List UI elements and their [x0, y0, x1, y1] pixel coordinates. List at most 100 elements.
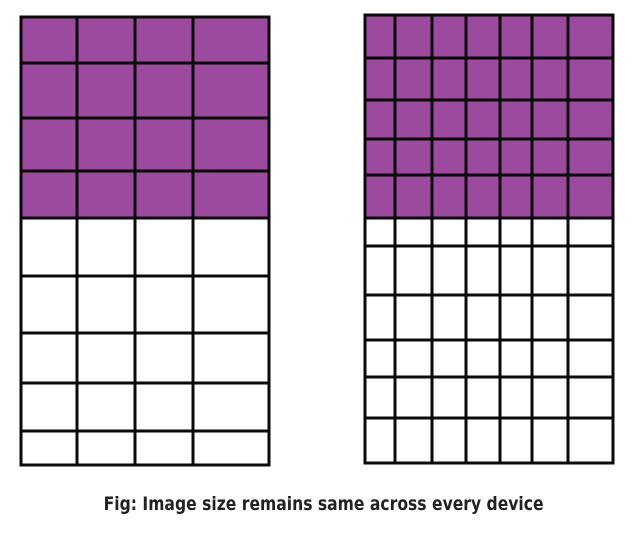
- empty-pixel: [498, 244, 534, 297]
- empty-pixel: [75, 216, 137, 278]
- filled-pixel: [566, 13, 615, 60]
- filled-pixel: [498, 173, 534, 220]
- empty-pixel: [191, 331, 271, 385]
- filled-pixel: [530, 56, 570, 102]
- empty-pixel: [498, 216, 534, 248]
- filled-pixel: [133, 15, 195, 65]
- filled-pixel: [464, 98, 502, 141]
- filled-pixel: [191, 169, 271, 220]
- filled-pixel: [498, 56, 534, 102]
- empty-pixel: [363, 416, 397, 465]
- filled-pixel: [498, 137, 534, 177]
- empty-pixel: [75, 274, 137, 335]
- filled-pixel: [498, 98, 534, 141]
- empty-pixel: [19, 429, 79, 467]
- grid-high-density: [363, 13, 615, 465]
- filled-pixel: [566, 137, 615, 177]
- empty-pixel: [530, 416, 570, 465]
- filled-pixel: [430, 98, 468, 141]
- filled-pixel: [19, 15, 79, 65]
- empty-pixel: [498, 338, 534, 379]
- filled-pixel: [363, 56, 397, 102]
- filled-pixel: [566, 173, 615, 220]
- empty-pixel: [498, 416, 534, 465]
- empty-pixel: [430, 216, 468, 248]
- empty-pixel: [430, 375, 468, 420]
- empty-pixel: [363, 293, 397, 342]
- empty-pixel: [566, 216, 615, 248]
- empty-pixel: [464, 416, 502, 465]
- filled-pixel: [393, 56, 434, 102]
- filled-pixel: [566, 98, 615, 141]
- filled-pixel: [530, 13, 570, 60]
- filled-pixel: [393, 173, 434, 220]
- filled-pixel: [75, 116, 137, 173]
- empty-pixel: [393, 338, 434, 379]
- empty-pixel: [191, 429, 271, 467]
- filled-pixel: [566, 56, 615, 102]
- filled-pixel: [498, 13, 534, 60]
- empty-pixel: [530, 244, 570, 297]
- empty-pixel: [498, 375, 534, 420]
- filled-pixel: [191, 116, 271, 173]
- empty-pixel: [363, 216, 397, 248]
- filled-pixel: [530, 137, 570, 177]
- filled-pixel: [191, 15, 271, 65]
- empty-pixel: [464, 216, 502, 248]
- empty-pixel: [363, 375, 397, 420]
- empty-pixel: [430, 338, 468, 379]
- empty-pixel: [191, 381, 271, 433]
- empty-pixel: [393, 293, 434, 342]
- filled-pixel: [133, 61, 195, 120]
- filled-pixel: [19, 169, 79, 220]
- empty-pixel: [133, 216, 195, 278]
- empty-pixel: [19, 331, 79, 385]
- empty-pixel: [75, 331, 137, 385]
- empty-pixel: [530, 293, 570, 342]
- filled-pixel: [464, 13, 502, 60]
- empty-pixel: [363, 338, 397, 379]
- empty-pixel: [530, 216, 570, 248]
- empty-pixel: [530, 375, 570, 420]
- empty-pixel: [464, 375, 502, 420]
- filled-pixel: [393, 137, 434, 177]
- empty-pixel: [133, 381, 195, 433]
- filled-pixel: [393, 13, 434, 60]
- grid-low-density: [19, 15, 271, 467]
- filled-pixel: [430, 137, 468, 177]
- empty-pixel: [19, 274, 79, 335]
- empty-pixel: [393, 216, 434, 248]
- figure-caption: Fig: Image size remains same across ever…: [103, 493, 544, 515]
- empty-pixel: [530, 338, 570, 379]
- filled-pixel: [191, 61, 271, 120]
- filled-pixel: [75, 169, 137, 220]
- empty-pixel: [566, 338, 615, 379]
- empty-pixel: [566, 375, 615, 420]
- filled-pixel: [530, 98, 570, 141]
- empty-pixel: [191, 274, 271, 335]
- empty-pixel: [363, 244, 397, 297]
- empty-pixel: [464, 293, 502, 342]
- empty-pixel: [566, 244, 615, 297]
- empty-pixel: [430, 244, 468, 297]
- filled-pixel: [430, 56, 468, 102]
- empty-pixel: [464, 338, 502, 379]
- empty-pixel: [566, 293, 615, 342]
- filled-pixel: [430, 173, 468, 220]
- empty-pixel: [430, 293, 468, 342]
- empty-pixel: [430, 416, 468, 465]
- filled-pixel: [530, 173, 570, 220]
- empty-pixel: [19, 381, 79, 433]
- filled-pixel: [75, 15, 137, 65]
- empty-pixel: [393, 375, 434, 420]
- empty-pixel: [133, 429, 195, 467]
- empty-pixel: [191, 216, 271, 278]
- empty-pixel: [133, 274, 195, 335]
- filled-pixel: [363, 173, 397, 220]
- filled-pixel: [464, 137, 502, 177]
- filled-pixel: [363, 98, 397, 141]
- empty-pixel: [498, 293, 534, 342]
- empty-pixel: [566, 416, 615, 465]
- filled-pixel: [363, 13, 397, 60]
